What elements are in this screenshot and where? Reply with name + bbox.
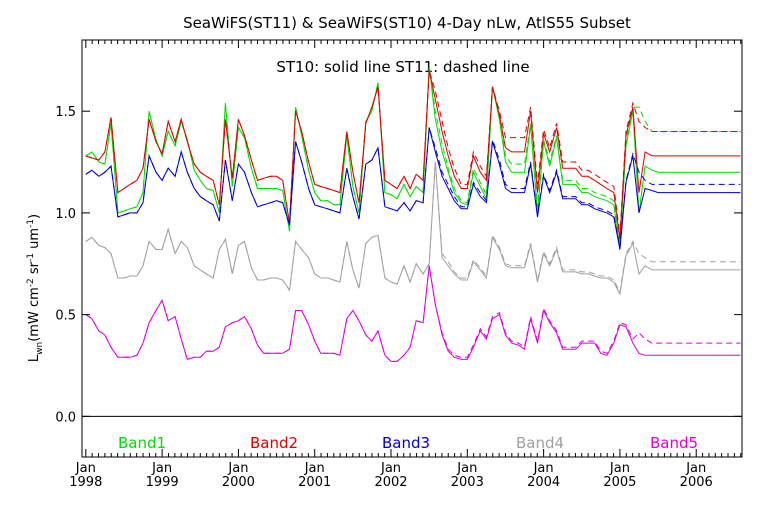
y-axis-label-sr: sr [27,261,42,278]
y-tick-label: 0.0 [55,410,76,425]
x-tick-year: 2004 [527,475,560,490]
y-axis-label-exp1: -2 [26,278,36,287]
chart-title: SeaWiFS(ST11) & SeaWiFS(ST10) 4-Day nLw,… [183,14,631,32]
legend-band3: Band3 [382,434,430,452]
series-band2-st10-solid [85,70,741,240]
x-axis: Jan1998Jan1999Jan2000Jan2001Jan2002Jan20… [69,40,742,490]
x-tick-year: 2000 [222,475,255,490]
x-tick-month: Jan [380,461,401,476]
y-tick-label: 1.5 [55,105,76,120]
series-band3-st10-solid [85,127,741,250]
series-band1-st10-solid [85,66,741,250]
series-layer [85,66,741,362]
x-tick-year: 2002 [374,475,407,490]
legend-band5: Band5 [650,434,698,452]
y-axis-label-exp2: -1 [26,253,36,262]
legend-band2: Band2 [250,434,298,452]
x-tick-month: Jan [685,461,706,476]
plot-frame [81,39,743,458]
x-tick-year: 2001 [298,475,331,490]
chart-subtitle: ST10: solid line ST11: dashed line [276,58,529,76]
y-axis-label-exp3: -1 [26,219,36,228]
y-axis-label: Lwn(mW cm-2 sr-1 um-1) [26,214,45,362]
legend-band1: Band1 [118,434,166,452]
series-band5-st10-solid [85,265,741,362]
x-tick-month: Jan [75,461,96,476]
x-tick-year: 1998 [69,475,102,490]
series-band4-st10-solid [85,161,741,296]
plot-area [81,39,743,458]
legend-band4: Band4 [516,434,564,452]
legend: Band1 Band2 Band3 Band4 Band5 [118,434,698,452]
y-axis-label-subscript: wn [35,342,45,355]
series-band1-st11-dashed [85,66,741,246]
x-tick-year: 2005 [603,475,636,490]
x-tick-year: 2006 [680,475,713,490]
y-tick-label: 0.5 [55,309,76,324]
x-tick-year: 2003 [451,475,484,490]
x-tick-month: Jan [151,461,172,476]
x-tick-month: Jan [456,461,477,476]
series-band2-st11-dashed [85,70,741,236]
y-axis: 0.0 0.5 1.0 1.5 [55,105,742,425]
y-tick-label: 1.0 [55,207,76,222]
x-tick-month: Jan [609,461,630,476]
y-axis-label-main: L [27,354,42,362]
x-tick-month: Jan [533,461,554,476]
x-tick-month: Jan [304,461,325,476]
y-axis-label-close: ) [27,214,42,219]
x-tick-year: 1999 [146,475,179,490]
y-axis-label-um: um [27,228,42,253]
x-tick-month: Jan [227,461,248,476]
y-axis-label-units: (mW cm [27,287,42,342]
